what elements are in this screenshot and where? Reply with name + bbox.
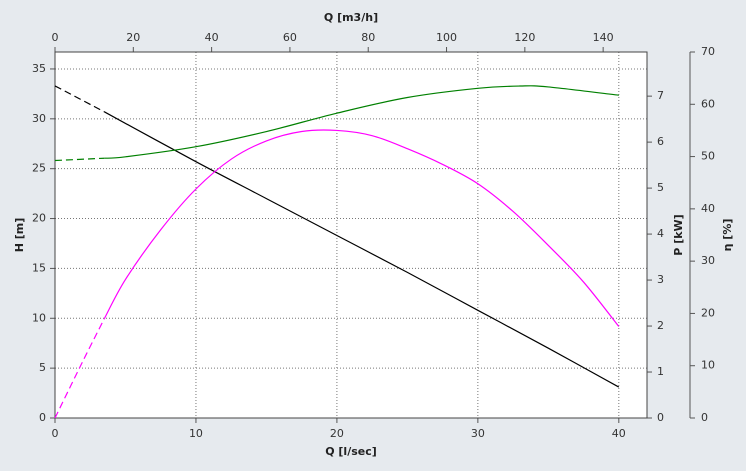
y3-tick-label: 20 — [701, 306, 715, 319]
y3-tick-label: 0 — [701, 411, 708, 424]
y2-tick-label: 2 — [657, 319, 664, 332]
x-tick-label: 20 — [330, 427, 344, 440]
y2-tick-label: 7 — [657, 89, 664, 102]
x2-tick-label: 140 — [593, 31, 614, 44]
y3-tick-label: 40 — [701, 202, 715, 215]
x-tick-label: 0 — [52, 427, 59, 440]
curve — [54, 157, 105, 162]
y3-tick-label: 10 — [701, 359, 715, 372]
y3-tick-label: 30 — [701, 254, 715, 267]
y2-tick-label: 3 — [657, 273, 664, 286]
plot-area — [55, 52, 647, 418]
x2-tick-label: 0 — [52, 31, 59, 44]
x2-tick-label: 120 — [514, 31, 535, 44]
curve — [54, 85, 105, 113]
x2-tick-label: 100 — [436, 31, 457, 44]
x2-tick-label: 40 — [205, 31, 219, 44]
y3-tick-label: 70 — [701, 45, 715, 58]
y-tick-label: 35 — [32, 62, 46, 75]
curve — [54, 318, 105, 419]
y-tick-label: 15 — [32, 261, 46, 274]
y2-tick-label: 1 — [657, 365, 664, 378]
x-tick-label: 10 — [189, 427, 203, 440]
y2-axis-title: P [kW] — [672, 214, 685, 255]
x-tick-label: 40 — [612, 427, 626, 440]
x2-tick-label: 20 — [126, 31, 140, 44]
curve — [103, 129, 620, 327]
y-tick-label: 5 — [39, 361, 46, 374]
y2-tick-label: 0 — [657, 411, 664, 424]
x-tick-label: 30 — [471, 427, 485, 440]
y-axis-title: H [m] — [13, 218, 26, 253]
y2-tick-label: 5 — [657, 181, 664, 194]
y3-tick-label: 50 — [701, 150, 715, 163]
x2-tick-label: 60 — [283, 31, 297, 44]
x2-tick-label: 80 — [361, 31, 375, 44]
y2-tick-label: 4 — [657, 227, 664, 240]
y-tick-label: 20 — [32, 212, 46, 225]
y-tick-label: 30 — [32, 112, 46, 125]
curve — [104, 111, 620, 388]
y-tick-label: 10 — [32, 311, 46, 324]
curve — [104, 85, 619, 159]
y3-axis-title: η [%] — [721, 219, 734, 252]
y-tick-label: 0 — [39, 411, 46, 424]
y-tick-label: 25 — [32, 162, 46, 175]
plot-frame — [54, 51, 648, 419]
x2-axis-title: Q [m3/h] — [324, 11, 378, 24]
x-axis-title: Q [l/sec] — [325, 445, 377, 458]
y2-tick-label: 6 — [657, 135, 664, 148]
y3-tick-label: 60 — [701, 97, 715, 110]
